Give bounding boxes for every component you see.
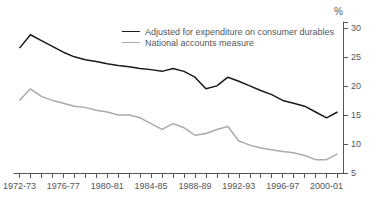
svg-text:%: % (334, 6, 343, 17)
svg-text:1984-85: 1984-85 (135, 181, 168, 191)
svg-text:1992-93: 1992-93 (222, 181, 255, 191)
svg-text:1980-81: 1980-81 (91, 181, 124, 191)
svg-text:Adjusted for expenditure on co: Adjusted for expenditure on consumer dur… (145, 27, 335, 37)
svg-text:National accounts measure: National accounts measure (145, 38, 254, 48)
svg-text:1976-77: 1976-77 (47, 181, 80, 191)
svg-text:30: 30 (351, 23, 361, 33)
svg-text:1972-73: 1972-73 (3, 181, 36, 191)
svg-text:5: 5 (351, 168, 356, 178)
svg-text:10: 10 (351, 139, 361, 149)
svg-text:25: 25 (351, 52, 361, 62)
svg-text:2000-01: 2000-01 (310, 181, 343, 191)
svg-text:1996-97: 1996-97 (266, 181, 299, 191)
svg-text:1988-89: 1988-89 (178, 181, 211, 191)
svg-text:20: 20 (351, 81, 361, 91)
svg-text:15: 15 (351, 110, 361, 120)
